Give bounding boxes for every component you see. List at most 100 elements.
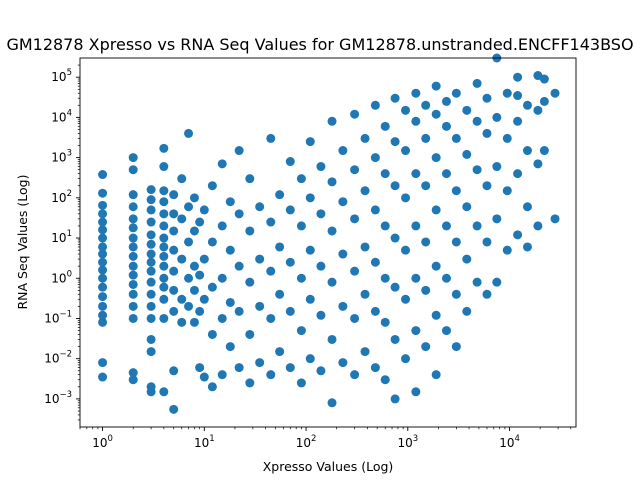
data-point [451, 342, 461, 352]
data-point [462, 105, 472, 115]
data-point [296, 174, 306, 184]
data-point [189, 226, 199, 236]
data-point [441, 221, 451, 231]
data-point [513, 116, 523, 126]
data-point [539, 96, 549, 106]
data-point [255, 301, 265, 311]
data-point [390, 233, 400, 243]
data-point [285, 306, 295, 316]
data-point [98, 225, 108, 235]
data-point [401, 193, 411, 203]
data-point [255, 358, 265, 368]
data-point [441, 121, 451, 131]
data-point [169, 209, 179, 219]
data-point [195, 270, 205, 280]
data-point [266, 370, 276, 380]
data-point [169, 285, 179, 295]
y-tick-label: 103 [51, 149, 72, 165]
data-point [492, 214, 502, 224]
data-point [482, 237, 492, 247]
data-point [305, 193, 315, 203]
data-point [146, 205, 156, 215]
data-point [245, 329, 255, 339]
data-point [360, 186, 370, 196]
data-point [195, 217, 205, 227]
data-point [234, 306, 244, 316]
data-point [411, 116, 421, 126]
data-point [513, 169, 523, 179]
data-point [217, 273, 227, 283]
data-point [411, 326, 421, 336]
data-point [472, 165, 482, 175]
data-point [195, 363, 205, 373]
data-point [472, 277, 482, 287]
data-point [431, 81, 441, 91]
data-point [502, 88, 512, 98]
data-point [98, 217, 108, 227]
data-point [275, 289, 285, 299]
data-point [539, 74, 549, 84]
data-point [98, 170, 108, 180]
data-point [451, 88, 461, 98]
data-point [411, 273, 421, 283]
data-point [285, 257, 295, 267]
data-point [327, 334, 337, 344]
data-point [350, 370, 360, 380]
data-point [159, 313, 169, 323]
data-point [390, 181, 400, 191]
data-point [128, 214, 138, 224]
data-point [177, 254, 187, 264]
data-point [98, 200, 108, 210]
data-point [380, 273, 390, 283]
data-point [327, 226, 337, 236]
data-point [380, 169, 390, 179]
data-point [305, 294, 315, 304]
data-point [522, 202, 532, 212]
data-point [128, 375, 138, 385]
data-point [401, 105, 411, 115]
data-point [146, 382, 156, 392]
data-point [338, 301, 348, 311]
data-point [177, 317, 187, 327]
data-point [360, 347, 370, 357]
data-point [350, 266, 360, 276]
data-point [159, 273, 169, 283]
data-point [177, 214, 187, 224]
data-point [184, 128, 194, 138]
data-point [296, 378, 306, 388]
data-point [159, 242, 169, 252]
data-point [513, 72, 523, 82]
data-point [502, 133, 512, 143]
data-point [98, 209, 108, 219]
y-tick-label: 105 [51, 68, 72, 84]
data-point [305, 137, 315, 147]
data-point [401, 354, 411, 364]
data-point [380, 375, 390, 385]
data-point [98, 292, 108, 302]
data-point [482, 93, 492, 103]
data-point [195, 306, 205, 316]
data-point [411, 221, 421, 231]
data-point [98, 310, 108, 320]
data-point [451, 237, 461, 247]
data-point [169, 190, 179, 200]
data-point [350, 313, 360, 323]
data-point [159, 387, 169, 397]
data-point [472, 116, 482, 126]
data-point [533, 221, 543, 231]
data-point [128, 251, 138, 261]
data-point [441, 96, 451, 106]
data-point [128, 270, 138, 280]
data-point [492, 112, 502, 122]
data-point [128, 279, 138, 289]
data-point [234, 261, 244, 271]
data-point [199, 294, 209, 304]
x-tick-label: 103 [397, 434, 418, 450]
chart-title: GM12878 Xpresso vs RNA Seq Values for GM… [6, 35, 633, 54]
data-point [533, 159, 543, 169]
data-point [207, 181, 217, 191]
data-point [401, 294, 411, 304]
data-point [462, 202, 472, 212]
data-point [316, 310, 326, 320]
